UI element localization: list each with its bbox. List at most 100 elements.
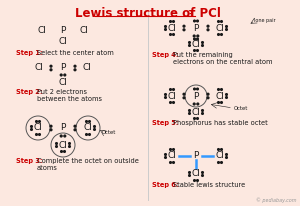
Circle shape bbox=[165, 97, 167, 98]
Text: © pediabay.com: © pediabay.com bbox=[256, 197, 296, 203]
Circle shape bbox=[221, 102, 222, 103]
Text: Cl: Cl bbox=[38, 26, 46, 34]
Circle shape bbox=[207, 29, 209, 31]
Circle shape bbox=[50, 125, 52, 127]
Circle shape bbox=[170, 34, 171, 35]
Circle shape bbox=[173, 102, 174, 103]
Text: P: P bbox=[60, 63, 66, 73]
Circle shape bbox=[173, 34, 174, 35]
Text: Step 5:: Step 5: bbox=[152, 120, 178, 126]
Circle shape bbox=[86, 134, 87, 135]
Circle shape bbox=[218, 162, 219, 163]
Circle shape bbox=[50, 69, 52, 71]
Text: Cl: Cl bbox=[58, 140, 68, 150]
Circle shape bbox=[94, 126, 95, 127]
Text: Cl: Cl bbox=[168, 23, 176, 33]
Text: P: P bbox=[60, 124, 66, 132]
Circle shape bbox=[197, 35, 199, 37]
Circle shape bbox=[170, 149, 171, 150]
Circle shape bbox=[165, 94, 167, 95]
Text: P: P bbox=[60, 26, 66, 34]
Circle shape bbox=[226, 29, 227, 30]
Circle shape bbox=[173, 89, 174, 90]
Text: Cl: Cl bbox=[168, 91, 176, 101]
Circle shape bbox=[39, 121, 40, 122]
Circle shape bbox=[165, 26, 167, 27]
Circle shape bbox=[194, 20, 195, 22]
Circle shape bbox=[221, 21, 222, 22]
Circle shape bbox=[74, 69, 76, 71]
Text: Phosphorus has stable octet: Phosphorus has stable octet bbox=[173, 120, 268, 126]
Circle shape bbox=[189, 45, 190, 46]
Text: Step 6:: Step 6: bbox=[152, 182, 178, 188]
Circle shape bbox=[197, 38, 198, 40]
Circle shape bbox=[218, 21, 219, 22]
Circle shape bbox=[31, 126, 32, 127]
Circle shape bbox=[207, 97, 209, 99]
Circle shape bbox=[89, 121, 90, 122]
Circle shape bbox=[36, 121, 38, 122]
Circle shape bbox=[89, 134, 90, 135]
Text: lone pair: lone pair bbox=[254, 18, 276, 22]
Circle shape bbox=[170, 21, 171, 22]
Circle shape bbox=[197, 88, 198, 90]
Circle shape bbox=[170, 162, 171, 163]
Text: Cl: Cl bbox=[168, 151, 176, 160]
Circle shape bbox=[64, 74, 66, 76]
Circle shape bbox=[69, 143, 70, 144]
Circle shape bbox=[197, 118, 198, 119]
Circle shape bbox=[221, 149, 222, 150]
Circle shape bbox=[218, 102, 219, 103]
Circle shape bbox=[221, 162, 222, 163]
Circle shape bbox=[183, 93, 185, 95]
Circle shape bbox=[202, 172, 203, 173]
Text: Cl: Cl bbox=[216, 91, 224, 101]
Circle shape bbox=[94, 129, 95, 130]
Circle shape bbox=[194, 180, 195, 181]
Text: Cl: Cl bbox=[34, 124, 42, 132]
Circle shape bbox=[193, 103, 195, 105]
Text: Octet: Octet bbox=[102, 130, 116, 135]
Circle shape bbox=[69, 146, 70, 147]
Circle shape bbox=[74, 129, 76, 131]
Text: Cl: Cl bbox=[58, 36, 68, 46]
Circle shape bbox=[183, 25, 185, 27]
Circle shape bbox=[202, 45, 203, 46]
Circle shape bbox=[56, 146, 57, 147]
Circle shape bbox=[194, 88, 195, 90]
Text: Step 2:: Step 2: bbox=[16, 89, 43, 95]
Text: Cl: Cl bbox=[58, 77, 68, 87]
Circle shape bbox=[202, 175, 203, 176]
Circle shape bbox=[36, 134, 38, 135]
Circle shape bbox=[173, 149, 174, 150]
Circle shape bbox=[173, 162, 174, 163]
Circle shape bbox=[226, 97, 227, 98]
Text: Cl: Cl bbox=[216, 151, 224, 160]
Circle shape bbox=[31, 129, 32, 130]
Text: Stable lewis structure: Stable lewis structure bbox=[173, 182, 245, 188]
Text: Step 4:: Step 4: bbox=[152, 52, 178, 58]
Circle shape bbox=[226, 26, 227, 27]
Circle shape bbox=[39, 134, 40, 135]
Text: Select the center atom: Select the center atom bbox=[37, 50, 114, 56]
Circle shape bbox=[170, 102, 171, 103]
Text: Cl: Cl bbox=[80, 26, 88, 34]
Circle shape bbox=[218, 34, 219, 35]
Text: Complete the octet on outside
atoms: Complete the octet on outside atoms bbox=[37, 158, 139, 171]
Circle shape bbox=[197, 50, 198, 51]
Circle shape bbox=[197, 20, 198, 22]
Circle shape bbox=[197, 103, 199, 105]
Circle shape bbox=[218, 89, 219, 90]
Circle shape bbox=[189, 172, 190, 173]
Text: Step 1:: Step 1: bbox=[16, 50, 43, 56]
Circle shape bbox=[202, 110, 203, 111]
Circle shape bbox=[173, 21, 174, 22]
Circle shape bbox=[226, 154, 227, 155]
Circle shape bbox=[189, 110, 190, 111]
Circle shape bbox=[221, 89, 222, 90]
Circle shape bbox=[194, 50, 195, 51]
Circle shape bbox=[226, 157, 227, 158]
Circle shape bbox=[197, 180, 198, 181]
Circle shape bbox=[183, 97, 185, 99]
Circle shape bbox=[221, 34, 222, 35]
